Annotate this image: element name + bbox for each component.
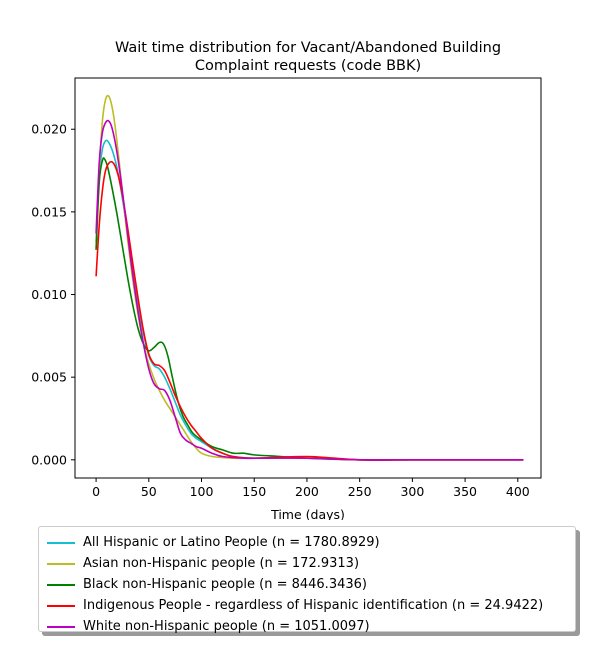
series-line-3: [95, 157, 524, 461]
x-tick-label: 200: [295, 484, 319, 499]
x-tick-label: 50: [141, 484, 157, 499]
y-axis: 0.000 0.005 0.010 0.015 0.020: [31, 122, 75, 467]
legend: All Hispanic or Latino People (n = 1780.…: [38, 526, 576, 634]
legend-entry-4: Indigenous People - regardless of Hispan…: [47, 595, 567, 616]
y-tick-label: 0.015: [31, 204, 67, 219]
y-tick-label: 0.020: [31, 122, 67, 137]
chart: Wait time distribution for Vacant/Abando…: [31, 40, 542, 520]
chart-title-line-2: Complaint requests (code BBK): [195, 58, 421, 74]
x-tick-label: 0: [92, 484, 100, 499]
series-line-2: [95, 94, 524, 461]
x-tick-label: 400: [506, 484, 530, 499]
y-tick-label: 0.010: [31, 287, 67, 302]
legend-label: Indigenous People - regardless of Hispan…: [83, 598, 544, 613]
series-line-4: [95, 160, 524, 461]
legend-entry-1: All Hispanic or Latino People (n = 1780.…: [47, 532, 567, 553]
legend-entry-2: Asian non-Hispanic people (n = 172.9313): [47, 553, 567, 574]
y-tick-label: 0.005: [31, 370, 67, 385]
legend-label: White non-Hispanic people (n = 1051.0097…: [83, 619, 370, 634]
legend-label: Black non-Hispanic people (n = 8446.3436…: [83, 577, 367, 592]
chart-title-line-1: Wait time distribution for Vacant/Abando…: [115, 40, 501, 56]
legend-entry-3: Black non-Hispanic people (n = 8446.3436…: [47, 574, 567, 595]
legend-swatch: [47, 604, 75, 607]
y-tick-label: 0.000: [31, 452, 67, 467]
x-tick-label: 350: [453, 484, 477, 499]
legend-swatch: [47, 562, 75, 565]
legend-entry-5: White non-Hispanic people (n = 1051.0097…: [47, 616, 567, 637]
x-tick-label: 100: [190, 484, 214, 499]
legend-label: All Hispanic or Latino People (n = 1780.…: [83, 535, 380, 550]
series-line-1: [95, 139, 524, 461]
x-tick-label: 150: [242, 484, 266, 499]
series-line-5: [95, 119, 524, 461]
x-tick-label: 300: [400, 484, 424, 499]
legend-swatch: [47, 541, 75, 544]
x-axis-label: Time (days): [270, 507, 345, 520]
legend-swatch: [47, 625, 75, 628]
x-axis: 0 50 100 150 200 250 300 350 400: [92, 478, 530, 499]
legend-swatch: [47, 583, 75, 586]
plot-area-frame: [74, 77, 542, 479]
x-tick-label: 250: [348, 484, 372, 499]
legend-label: Asian non-Hispanic people (n = 172.9313): [83, 556, 360, 571]
series-layer: [95, 94, 524, 461]
